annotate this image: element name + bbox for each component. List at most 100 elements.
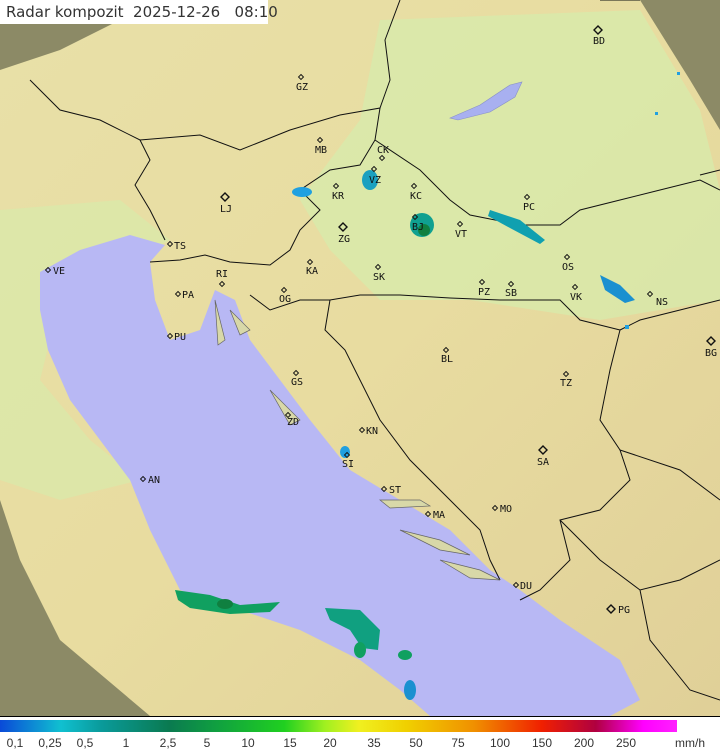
- city-label: SI: [342, 459, 354, 470]
- city-zg: ZG: [338, 222, 350, 245]
- city-marker-icon: [139, 475, 147, 483]
- legend-label: 35: [367, 736, 381, 750]
- city-tz: TZ: [560, 370, 572, 389]
- city-ns: NS: [646, 290, 668, 308]
- city-st: ST: [380, 485, 401, 496]
- capital-marker-icon: [593, 25, 603, 35]
- legend-label: 250: [615, 736, 637, 750]
- city-mo: MO: [491, 504, 512, 515]
- legend-label: 15: [283, 736, 297, 750]
- city-marker-icon: [44, 266, 52, 274]
- title-text: Radar kompozit: [6, 3, 124, 21]
- city-marker-icon: [370, 165, 378, 173]
- adriatic-sea: [40, 235, 640, 716]
- city-ma: MA: [424, 510, 445, 521]
- city-bj: BJ: [411, 213, 424, 233]
- radar-map[interactable]: GZ BD MB CK VZ KR KC PC LJ ZG BJ VT TS VE RI KA SK OS PA OG…: [0, 0, 720, 716]
- city-label: KR: [332, 191, 345, 202]
- city-sb: SB: [505, 280, 517, 299]
- city-label: KN: [366, 426, 378, 437]
- city-marker-icon: [280, 286, 288, 294]
- city-label: TZ: [560, 378, 572, 389]
- city-label: LJ: [220, 204, 232, 215]
- city-label: SK: [373, 272, 385, 283]
- capital-marker-icon: [706, 336, 716, 346]
- city-marker-icon: [424, 510, 432, 518]
- city-gz: GZ: [296, 73, 308, 93]
- city-label: PU: [174, 332, 186, 343]
- capital-marker-icon: [606, 604, 616, 614]
- city-marker-icon: [563, 253, 571, 261]
- city-label: TS: [174, 241, 186, 252]
- city-label: MA: [433, 510, 445, 521]
- city-label: AN: [148, 475, 160, 486]
- country-borders: [29, 0, 720, 701]
- city-label: VK: [570, 292, 582, 303]
- legend-label: 0,5: [76, 736, 94, 750]
- city-ck: CK: [377, 145, 389, 162]
- legend-label: 200: [573, 736, 595, 750]
- city-marker-icon: [512, 581, 520, 589]
- legend-color-scale: [0, 720, 677, 732]
- lake-balaton: [449, 81, 523, 121]
- capital-marker-icon: [220, 192, 230, 202]
- city-label: ZG: [338, 234, 350, 245]
- city-marker-icon: [410, 182, 418, 190]
- city-label: OG: [279, 294, 291, 305]
- city-pa: PA: [174, 290, 194, 301]
- city-sa: SA: [537, 445, 549, 468]
- city-marker-icon: [166, 332, 174, 340]
- city-label: PG: [618, 605, 630, 616]
- city-pc: PC: [523, 193, 535, 213]
- city-marker-icon: [507, 280, 515, 288]
- city-label: KC: [410, 191, 422, 202]
- city-marker-icon: [646, 290, 654, 298]
- city-marker-icon: [358, 426, 366, 434]
- city-marker-icon: [343, 451, 351, 459]
- city-og: OG: [279, 286, 291, 305]
- legend-label: 2,5: [159, 736, 177, 750]
- city-ts: TS: [166, 240, 186, 252]
- city-label: NS: [656, 297, 668, 308]
- legend-label: 50: [409, 736, 423, 750]
- legend-label: 10: [241, 736, 255, 750]
- city-label: VE: [53, 266, 65, 277]
- city-bg: BG: [705, 336, 717, 359]
- city-marker-icon: [456, 220, 464, 228]
- city-sk: SK: [373, 263, 385, 283]
- city-marker-icon: [218, 280, 226, 288]
- city-marker-icon: [478, 278, 486, 286]
- city-label: BL: [441, 354, 453, 365]
- city-markers: GZ BD MB CK VZ KR KC PC LJ ZG BJ VT TS VE RI KA SK OS PA OG…: [44, 25, 717, 616]
- city-label: VZ: [369, 175, 381, 186]
- title-time: 08:10: [234, 3, 278, 21]
- city-label: CK: [377, 145, 389, 156]
- city-marker-icon: [166, 240, 174, 248]
- city-label: BG: [705, 348, 717, 359]
- legend-label: 20: [323, 736, 337, 750]
- city-marker-icon: [297, 73, 305, 81]
- legend-label: 0,25: [38, 736, 62, 750]
- city-pu: PU: [166, 332, 186, 343]
- city-marker-icon: [174, 290, 182, 298]
- city-marker-icon: [374, 263, 382, 271]
- islands: [214, 299, 501, 581]
- city-os: OS: [562, 253, 574, 273]
- city-marker-icon: [378, 154, 386, 162]
- city-marker-icon: [284, 411, 292, 419]
- city-bl: BL: [441, 346, 453, 365]
- legend-label: 5: [203, 736, 211, 750]
- legend-label: 100: [489, 736, 511, 750]
- city-label: RI: [216, 269, 228, 280]
- city-label: PC: [523, 202, 535, 213]
- city-lj: LJ: [220, 192, 232, 215]
- city-label: BJ: [412, 222, 424, 233]
- map-title: Radar kompozit 2025-12-26 08:10: [0, 0, 278, 24]
- legend-unit: mm/h: [675, 736, 705, 750]
- capital-marker-icon: [538, 445, 548, 455]
- city-si: SI: [342, 451, 354, 470]
- city-marker-icon: [411, 213, 419, 221]
- city-label: DU: [520, 581, 532, 592]
- city-marker-icon: [571, 283, 579, 291]
- city-kr: KR: [332, 182, 345, 202]
